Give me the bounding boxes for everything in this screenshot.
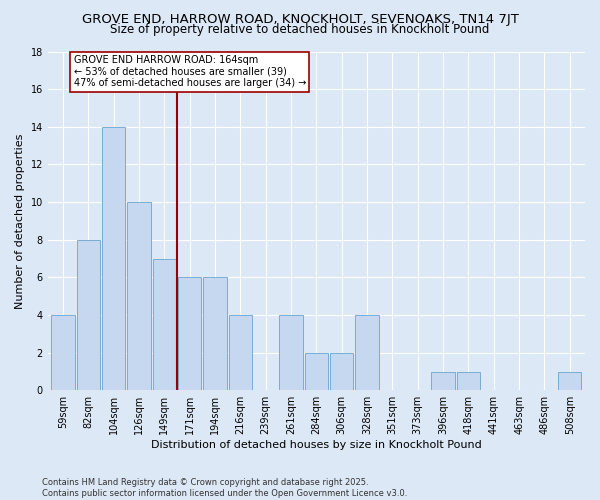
- Bar: [102, 127, 125, 390]
- Text: GROVE END, HARROW ROAD, KNOCKHOLT, SEVENOAKS, TN14 7JT: GROVE END, HARROW ROAD, KNOCKHOLT, SEVEN…: [82, 12, 518, 26]
- Bar: [305, 352, 328, 391]
- Y-axis label: Number of detached properties: Number of detached properties: [15, 133, 25, 308]
- Text: Size of property relative to detached houses in Knockholt Pound: Size of property relative to detached ho…: [110, 22, 490, 36]
- Text: GROVE END HARROW ROAD: 164sqm
← 53% of detached houses are smaller (39)
47% of s: GROVE END HARROW ROAD: 164sqm ← 53% of d…: [74, 56, 306, 88]
- Bar: [52, 315, 74, 390]
- X-axis label: Distribution of detached houses by size in Knockholt Pound: Distribution of detached houses by size …: [151, 440, 482, 450]
- Bar: [127, 202, 151, 390]
- Bar: [229, 315, 252, 390]
- Bar: [330, 352, 353, 391]
- Bar: [431, 372, 455, 390]
- Bar: [558, 372, 581, 390]
- Bar: [355, 315, 379, 390]
- Bar: [280, 315, 303, 390]
- Bar: [152, 258, 176, 390]
- Bar: [178, 278, 202, 390]
- Bar: [203, 278, 227, 390]
- Bar: [457, 372, 480, 390]
- Text: Contains HM Land Registry data © Crown copyright and database right 2025.
Contai: Contains HM Land Registry data © Crown c…: [42, 478, 407, 498]
- Bar: [77, 240, 100, 390]
